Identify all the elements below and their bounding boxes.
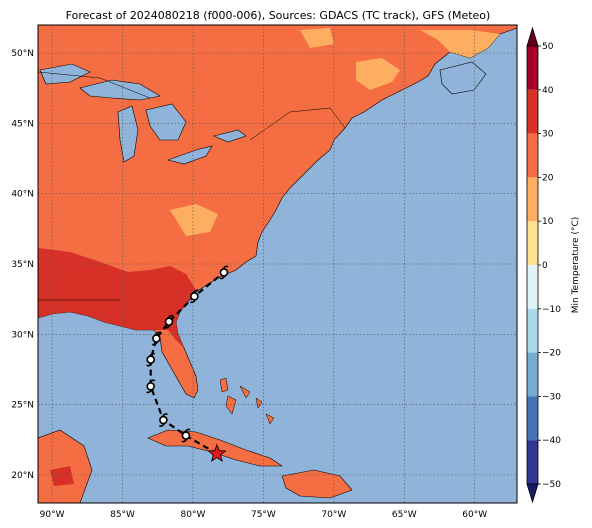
lake-huron: [145, 103, 187, 141]
cyclone-symbol-icon: [189, 289, 199, 304]
map-frame: [37, 24, 518, 504]
land-hispaniola: [281, 469, 353, 499]
cyclone-symbol-icon: [164, 314, 174, 329]
lake-ontario: [213, 129, 247, 143]
colorbar-band: [527, 221, 538, 265]
longitude-tick-label: 85°W: [110, 510, 135, 520]
land-cuba: [147, 429, 283, 467]
land-cool-nova-scotia: [300, 28, 334, 48]
colorbar-tick-label: 10: [542, 217, 554, 227]
colorbar-tick-label: −50: [542, 480, 561, 490]
admin-borders: [38, 71, 346, 301]
longitude-tick-labels: 90°W 85°W 80°W 75°W 70°W 65°W 60°W: [40, 510, 488, 520]
colorbar: 50 40 30 20 10 0 −10 −20 −30 −40 −50: [526, 26, 561, 504]
colorbar-tick-label: 50: [542, 42, 554, 52]
cyclone-symbol-icon: [146, 379, 156, 394]
colorbar-tick-label: −30: [542, 392, 561, 402]
cyclone-symbol-icon: [146, 352, 156, 367]
longitude-tick-label: 75°W: [251, 510, 276, 520]
latitude-tick-label: 30°N: [11, 330, 34, 340]
lake-michigan: [117, 105, 139, 163]
storm-track: [146, 265, 229, 463]
colorbar-tick-label: 20: [542, 173, 554, 183]
land-yucatan-hot: [50, 466, 74, 486]
latitude-tick-label: 25°N: [11, 401, 34, 411]
colorbar-tick-label: −20: [542, 349, 561, 359]
bahamas-islands: [219, 377, 275, 425]
longitude-tick-label: 80°W: [181, 510, 206, 520]
colorbar-bottom-extend: [526, 483, 539, 504]
cyclone-symbol-icon: [181, 428, 191, 443]
land-cool-canada: [420, 30, 500, 58]
latitude-tick-label: 20°N: [11, 471, 34, 481]
colorbar-band: [527, 440, 538, 484]
latitude-tick-label: 50°N: [11, 49, 34, 59]
figure-title: Forecast of 2024080218 (f000-006), Sourc…: [66, 9, 491, 22]
land-hot-south: [38, 248, 196, 348]
colorbar-tick-label: 0: [542, 261, 548, 271]
colorbar-band: [527, 89, 538, 134]
latitude-tick-label: 35°N: [11, 260, 34, 270]
longitude-tick-label: 70°W: [321, 510, 346, 520]
colorbar-band: [527, 265, 538, 309]
colorbar-label: Min Temperature (°C): [571, 217, 581, 314]
current-position-star-icon: [207, 443, 227, 463]
cyclone-symbol-icon: [151, 331, 161, 346]
colorbar-band: [527, 46, 538, 90]
latitude-tick-label: 40°N: [11, 190, 34, 200]
land-cool-appalachian: [170, 204, 218, 236]
longitude-tick-label: 90°W: [40, 510, 65, 520]
longitude-tick-label: 65°W: [392, 510, 417, 520]
cyclone-symbol-icon: [219, 265, 229, 280]
map-panel: 90°W 85°W 80°W 75°W 70°W 65°W 60°W 20°N 25°N 30°…: [11, 24, 518, 520]
colorbar-tick-label: −10: [542, 305, 561, 315]
colorbar-tick-label: 40: [542, 86, 554, 96]
lake-erie: [166, 145, 213, 165]
longitude-tick-label: 60°W: [462, 510, 487, 520]
hudson-bay-inlet: [39, 63, 91, 85]
colorbar-band: [527, 352, 538, 397]
colorbar-tick-label: −40: [542, 436, 561, 446]
graticule: [38, 25, 517, 503]
latitude-tick-label: 45°N: [11, 119, 34, 129]
cyclone-symbol-icon: [158, 413, 168, 428]
land-cool-quebec: [356, 58, 400, 90]
colorbar-top-extend: [526, 26, 539, 47]
colorbar-band: [527, 396, 538, 441]
track-line: [149, 271, 225, 455]
colorbar-band: [527, 177, 538, 222]
colorbar-tick-label: 30: [542, 130, 554, 140]
colorbar-band: [527, 133, 538, 178]
latitude-tick-labels: 20°N 25°N 30°N 35°N 40°N 45°N 50°N: [11, 49, 34, 481]
land-yucatan: [38, 429, 93, 503]
colorbar-band: [527, 308, 538, 353]
